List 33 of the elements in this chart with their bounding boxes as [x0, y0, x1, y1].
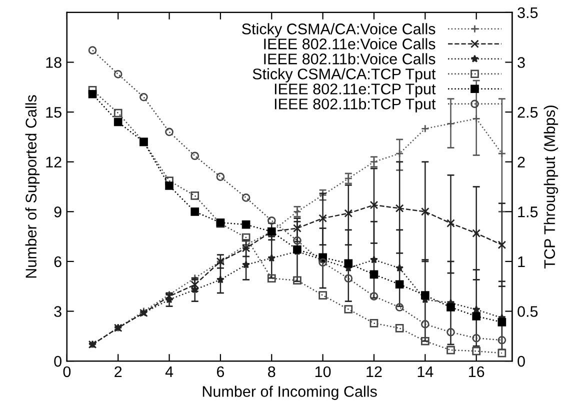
x-tick-label: 2: [114, 366, 122, 377]
x-tick-label: 6: [216, 366, 224, 378]
y2-tick-label: 1.5: [518, 206, 538, 218]
y-tick-label: 15: [46, 107, 62, 118]
legend-label: IEEE 802.11b:Voice Calls: [264, 53, 436, 64]
y-tick-label: 0: [54, 356, 62, 367]
x-axis-title: Number of Incoming Calls: [202, 386, 377, 400]
legend-label: IEEE 802.11e:TCP Tput: [274, 84, 436, 98]
y-tick-label: 9: [54, 206, 62, 218]
y2-tick-label: 0: [518, 356, 525, 367]
legend-label: IEEE 802.11e:Voice Calls: [264, 38, 436, 50]
x-tick-label: 12: [366, 366, 382, 377]
y2-tick-label: 2.5: [518, 106, 538, 118]
y2-tick-label: 1: [518, 256, 525, 267]
y2-axis-title: TCP Throughput (Mbps): [544, 106, 558, 268]
y-tick-label: 3: [54, 306, 62, 317]
y-axis-title: Number of Supported Calls: [25, 95, 40, 278]
x-tick-label: 0: [63, 366, 71, 378]
x-tick-label: 4: [165, 366, 174, 377]
y2-tick-label: 3.5: [518, 7, 538, 18]
legend-label: IEEE 802.11b:TCP Tput: [274, 98, 436, 112]
x-tick-label: 16: [469, 366, 484, 378]
y2-tick-label: 3: [518, 57, 525, 68]
legend-label: Sticky CSMA/CA:Voice Calls: [242, 23, 436, 38]
x-tick-label: 8: [268, 366, 276, 378]
y2-tick-label: 2: [518, 156, 525, 168]
x-tick-label: 14: [418, 366, 434, 377]
y2-tick-label: 0.5: [518, 306, 538, 317]
x-tick-label: 10: [315, 366, 331, 378]
y-tick-label: 6: [54, 256, 62, 268]
legend-label: Sticky CSMA/CA:TCP Tput: [252, 68, 436, 82]
y-tick-label: 18: [46, 57, 62, 68]
y-tick-label: 12: [46, 156, 62, 168]
